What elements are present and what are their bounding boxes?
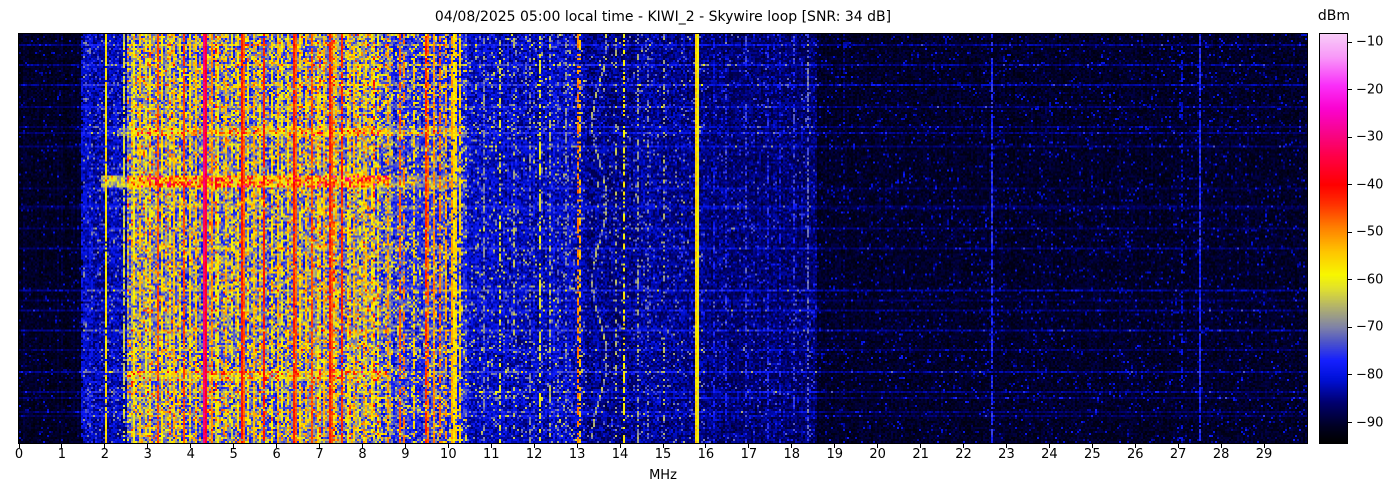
- x-tick-label: 6: [272, 447, 281, 462]
- colorbar-tick-label: −90: [1356, 415, 1384, 431]
- colorbar-tick-mark: [1348, 326, 1352, 328]
- colorbar-frame: [1319, 33, 1348, 444]
- x-tick-mark: [748, 444, 750, 448]
- x-tick-label: 21: [912, 447, 929, 462]
- colorbar-tick-mark: [1348, 89, 1352, 91]
- colorbar-tick-mark: [1348, 184, 1352, 186]
- x-tick-label: 2: [100, 447, 109, 462]
- x-tick-mark: [147, 444, 149, 448]
- colorbar-tick-label: −40: [1356, 177, 1384, 193]
- x-tick-mark: [1005, 444, 1007, 448]
- colorbar-tick-mark: [1348, 231, 1352, 233]
- waterfall-heatmap-canvas: [19, 34, 1307, 443]
- colorbar-tick-mark: [1348, 41, 1352, 43]
- plot-title: 04/08/2025 05:00 local time - KIWI_2 - S…: [434, 9, 892, 25]
- colorbar-tick-label: −60: [1356, 272, 1384, 288]
- x-tick-label: 14: [611, 447, 629, 462]
- colorbar-unit-label: dBm: [1317, 8, 1351, 24]
- x-tick-mark: [361, 444, 363, 448]
- x-tick-mark: [1091, 444, 1093, 448]
- x-tick-mark: [619, 444, 621, 448]
- x-tick-mark: [1263, 444, 1265, 448]
- colorbar-tick-label: −80: [1356, 367, 1384, 383]
- x-tick-mark: [1220, 444, 1222, 448]
- x-tick-mark: [104, 444, 106, 448]
- colorbar-tick-mark: [1348, 279, 1352, 281]
- x-tick-label: 22: [955, 447, 972, 462]
- x-tick-mark: [233, 444, 235, 448]
- x-tick-label: 4: [186, 447, 195, 462]
- x-axis-label: MHz: [649, 468, 677, 483]
- x-tick-label: 28: [1212, 447, 1230, 462]
- x-tick-label: 0: [14, 447, 24, 462]
- x-tick-label: 11: [482, 447, 500, 462]
- x-tick-mark: [490, 444, 492, 448]
- x-tick-label: 27: [1169, 447, 1187, 462]
- x-tick-mark: [791, 444, 793, 448]
- x-tick-mark: [533, 444, 535, 448]
- x-tick-mark: [190, 444, 192, 448]
- x-tick-mark: [404, 444, 406, 448]
- x-tick-label: 16: [697, 447, 715, 462]
- x-tick-label: 7: [315, 447, 324, 462]
- x-tick-label: 19: [826, 447, 843, 462]
- x-tick-mark: [61, 444, 63, 448]
- colorbar-gradient-canvas: [1320, 34, 1347, 443]
- x-tick-label: 24: [1041, 447, 1058, 462]
- x-tick-label: 3: [143, 447, 152, 462]
- x-tick-label: 25: [1084, 447, 1101, 462]
- x-tick-label: 20: [869, 447, 886, 462]
- x-tick-label: 15: [654, 447, 672, 462]
- x-tick-mark: [662, 444, 664, 448]
- colorbar-tick-mark: [1348, 374, 1352, 376]
- colorbar-tick-label: −20: [1356, 82, 1384, 98]
- x-tick-mark: [1177, 444, 1179, 448]
- x-tick-mark: [319, 444, 321, 448]
- colorbar-tick-label: −50: [1356, 224, 1384, 240]
- x-tick-mark: [18, 444, 20, 448]
- x-tick-mark: [576, 444, 578, 448]
- colorbar-tick-mark: [1348, 422, 1352, 424]
- x-tick-mark: [705, 444, 707, 448]
- x-tick-label: 13: [568, 447, 586, 462]
- x-tick-label: 17: [740, 447, 758, 462]
- x-tick-label: 1: [57, 447, 67, 462]
- x-tick-mark: [1134, 444, 1136, 448]
- x-tick-mark: [834, 444, 836, 448]
- x-tick-label: 26: [1126, 447, 1144, 462]
- x-tick-label: 5: [229, 447, 238, 462]
- colorbar-tick-label: −10: [1356, 34, 1384, 50]
- x-tick-label: 12: [525, 447, 543, 462]
- colorbar-tick-label: −70: [1356, 319, 1384, 335]
- x-tick-mark: [1048, 444, 1050, 448]
- x-tick-label: 10: [440, 447, 457, 462]
- x-tick-label: 18: [783, 447, 801, 462]
- x-tick-label: 9: [401, 447, 410, 462]
- waterfall-plot-frame: [18, 33, 1308, 444]
- x-tick-mark: [963, 444, 965, 448]
- x-tick-label: 23: [998, 447, 1015, 462]
- x-tick-mark: [276, 444, 278, 448]
- x-tick-label: 29: [1255, 447, 1273, 462]
- colorbar-tick-mark: [1348, 136, 1352, 138]
- x-tick-label: 8: [358, 447, 367, 462]
- x-tick-mark: [920, 444, 922, 448]
- colorbar-tick-label: −30: [1356, 129, 1384, 145]
- x-tick-mark: [447, 444, 449, 448]
- x-tick-mark: [877, 444, 879, 448]
